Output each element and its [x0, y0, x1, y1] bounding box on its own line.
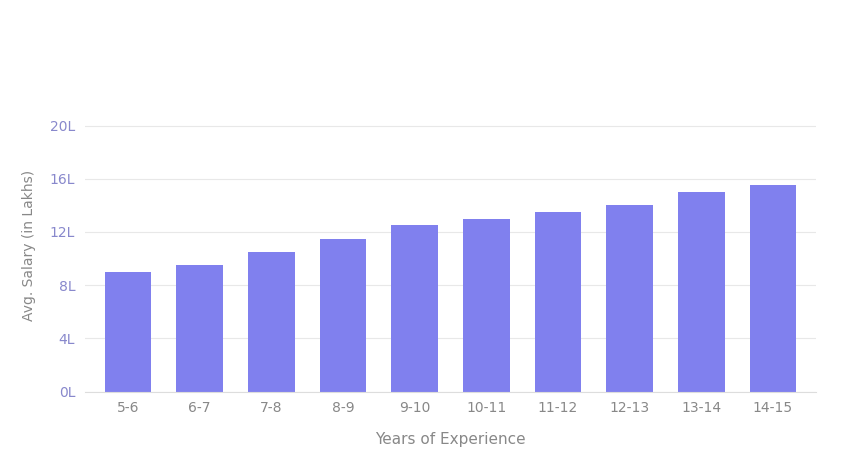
Bar: [750, 185, 796, 392]
Text: academy: academy: [718, 15, 833, 39]
Bar: [177, 265, 223, 392]
Bar: [535, 212, 581, 392]
Bar: [463, 219, 510, 392]
Text: knowledge: knowledge: [483, 15, 624, 39]
Bar: [105, 272, 151, 392]
X-axis label: Years of Experience: Years of Experience: [375, 432, 526, 447]
Bar: [320, 238, 366, 392]
Text: the: the: [448, 16, 480, 34]
Bar: [606, 205, 653, 392]
Y-axis label: Avg. Salary (in Lakhs): Avg. Salary (in Lakhs): [22, 170, 36, 321]
Bar: [678, 192, 724, 392]
Bar: [391, 225, 438, 392]
Bar: [248, 252, 295, 392]
